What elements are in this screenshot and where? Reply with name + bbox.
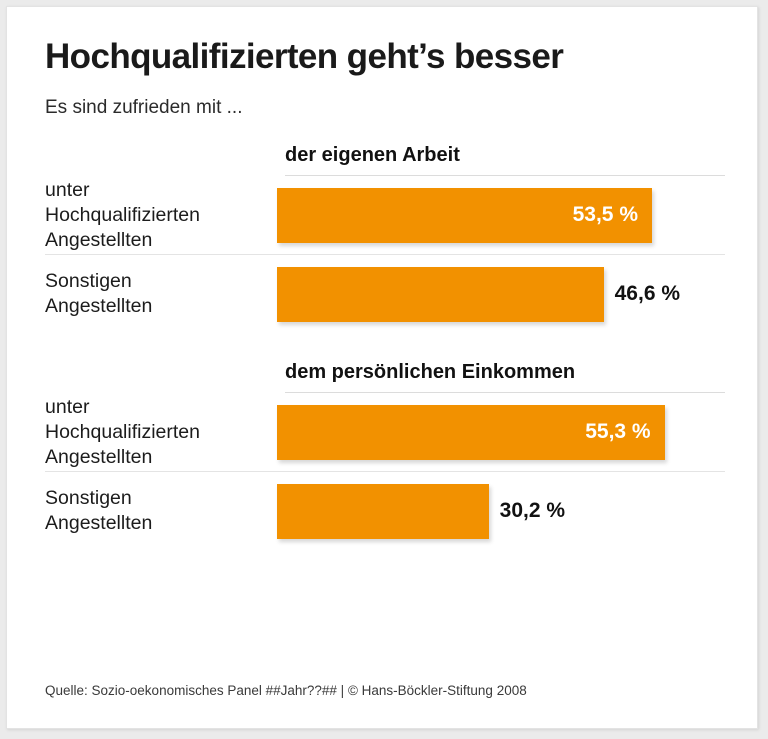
bar-row-label: unter Hochqualifizierten Angestellten [45,178,201,251]
bar-row-label: Sonstigen Angestellten [45,487,153,534]
chart-content: Hochqualifizierten geht’s besser Es sind… [45,29,725,710]
bar-track: 55,3 % [277,404,725,460]
group-header-income: dem persönlichen Einkommen [285,359,725,393]
page-subtitle: Es sind zufrieden mit ... [45,97,243,118]
chart-card: Hochqualifizierten geht’s besser Es sind… [6,6,758,729]
bar-value: 46,6 % [614,282,681,305]
bar-row: Sonstigen Angestellten 46,6 % [45,254,725,333]
source-note: Quelle: Sozio-oekonomisches Panel ##Jahr… [45,683,527,698]
bar-row-label: Sonstigen Angestellten [45,270,153,317]
bar-row-label: unter Hochqualifizierten Angestellten [45,395,201,468]
bar-fill: 53,5 % [277,187,652,243]
bar-track: 53,5 % [277,187,725,243]
bar-fill [277,266,604,322]
bar-track: 30,2 % [277,483,725,539]
bar-chart: der eigenen Arbeit unter Hochqualifiziert… [45,142,725,550]
bar-value: 53,5 % [572,203,638,226]
group-header-work: der eigenen Arbeit [285,142,725,176]
bar-row: Sonstigen Angestellten 30,2 % [45,471,725,550]
page-title: Hochqualifizierten geht’s besser [45,37,564,76]
bar-value: 55,3 % [585,420,651,443]
bar-row: unter Hochqualifizierten Angestellten 55,3… [45,393,725,471]
bar-track: 46,6 % [277,266,725,322]
bar-fill: 55,3 % [277,404,665,460]
bar-fill [277,483,489,539]
bar-value: 30,2 % [499,499,566,522]
bar-row: unter Hochqualifizierten Angestellten 53,5… [45,176,725,254]
